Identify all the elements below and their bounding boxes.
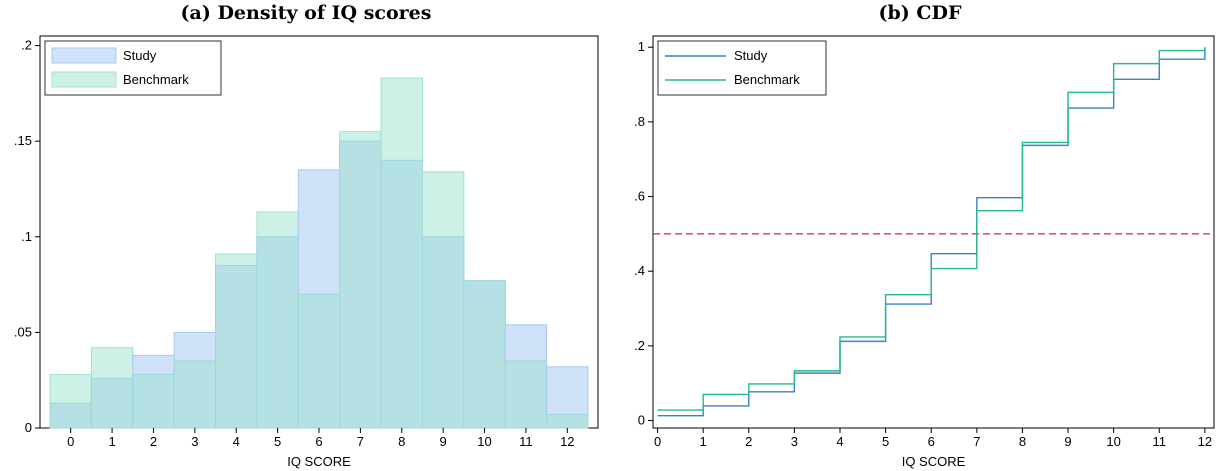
x-tick-label: 4 <box>233 434 240 449</box>
overlap-bar <box>90 377 134 429</box>
x-tick-label: 3 <box>191 434 198 449</box>
x-tick-label: 12 <box>560 434 574 449</box>
overlap-bar <box>339 140 382 429</box>
y-tick-label: 1 <box>638 39 645 54</box>
x-tick-label: 8 <box>398 434 405 449</box>
overlap-bar <box>49 402 92 429</box>
x-tick-label: 10 <box>477 434 491 449</box>
y-tick-label: .6 <box>634 189 645 204</box>
panel-a-title: (a) Density of IQ scores <box>180 2 432 24</box>
benchmark-cdf-line <box>657 47 1206 411</box>
x-tick-label: 0 <box>67 434 74 449</box>
panel-b-title: (b) CDF <box>878 2 962 24</box>
x-tick-label: 0 <box>654 434 661 449</box>
overlap-bar <box>132 373 175 429</box>
x-tick-label: 9 <box>440 434 447 449</box>
overlap-bar <box>297 293 341 429</box>
y-tick-label: .8 <box>634 114 645 129</box>
x-tick-label: 3 <box>791 434 798 449</box>
overlap-bar <box>504 360 548 429</box>
y-tick-label: .1 <box>21 229 32 244</box>
y-tick-label: .2 <box>21 38 32 53</box>
plot-frame <box>652 35 1215 429</box>
overlap-bar <box>463 280 506 429</box>
x-tick-label: 6 <box>315 434 322 449</box>
x-tick-label: 7 <box>357 434 364 449</box>
x-tick-label: 4 <box>836 434 843 449</box>
legend-label-benchmark: Benchmark <box>734 72 800 87</box>
overlap-bar <box>380 159 423 429</box>
y-tick-label: .4 <box>634 263 645 278</box>
y-tick-label: .15 <box>14 133 32 148</box>
x-tick-label: 8 <box>1019 434 1026 449</box>
legend-box <box>657 40 827 96</box>
x-tick-label: 10 <box>1106 434 1120 449</box>
x-tick-label: 12 <box>1198 434 1212 449</box>
overlap-bar <box>256 236 299 429</box>
y-tick-label: .2 <box>634 338 645 353</box>
y-tick-label: .05 <box>14 324 32 339</box>
x-tick-label: 9 <box>1064 434 1071 449</box>
overlap-bar <box>546 414 589 429</box>
overlap-bar <box>215 264 258 429</box>
x-tick-label: 7 <box>973 434 980 449</box>
overlap-bar <box>421 236 465 429</box>
x-tick-label: 1 <box>108 434 115 449</box>
legend-label-benchmark: Benchmark <box>123 72 189 87</box>
legend-swatch-study <box>51 47 117 64</box>
x-tick-label: 2 <box>150 434 157 449</box>
x-tick-label: 2 <box>745 434 752 449</box>
overlap-bar <box>173 360 217 429</box>
x-tick-label: 11 <box>1153 434 1167 449</box>
y-tick-label: 0 <box>638 413 645 428</box>
legend-label-study: Study <box>734 48 768 63</box>
x-tick-label: 11 <box>519 434 533 449</box>
x-tick-label: 5 <box>882 434 889 449</box>
legend-swatch-benchmark <box>51 71 117 88</box>
legend-label-study: Study <box>123 48 157 63</box>
x-axis-label: IQ SCORE <box>287 454 351 469</box>
x-tick-label: 5 <box>274 434 281 449</box>
x-tick-label: 1 <box>700 434 707 449</box>
x-tick-label: 6 <box>928 434 935 449</box>
x-axis-label: IQ SCORE <box>902 454 966 469</box>
y-tick-label: 0 <box>25 420 32 435</box>
